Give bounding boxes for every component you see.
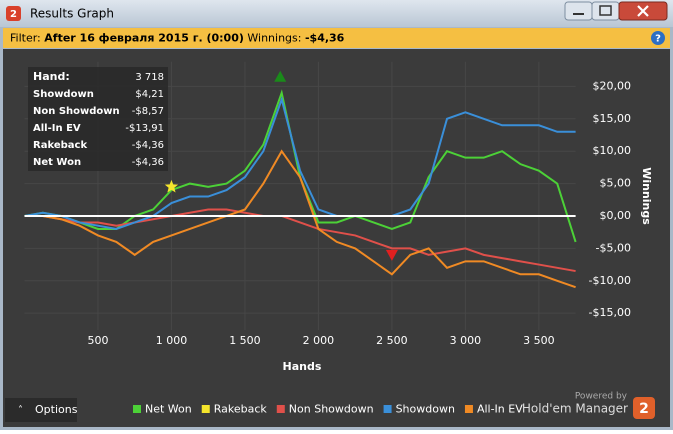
legend-label: Non Showdown — [289, 403, 374, 416]
stat-label: Non Showdown — [33, 106, 120, 117]
filter-label: Filter: — [10, 32, 41, 45]
stat-value: $4,21 — [135, 89, 164, 100]
stats-box: Hand: 3 718 Showdown $4,21 Non Showdown -$8,5… — [28, 67, 168, 171]
x-tick-label: 1 000 — [156, 334, 188, 347]
marker — [274, 70, 287, 82]
y-tick-label: -$15,00 — [589, 306, 631, 319]
stat-label: Net Won — [33, 157, 81, 168]
powered-by: Powered by — [575, 392, 628, 402]
legend-swatch — [133, 405, 141, 413]
x-tick-label: 2 000 — [303, 334, 335, 347]
legend-label: All-In EV — [477, 403, 523, 416]
brand-logo-box — [633, 397, 655, 419]
legend-label: Rakeback — [214, 403, 268, 416]
stat-value: -$4,36 — [132, 140, 164, 151]
x-axis-title: Hands — [283, 360, 322, 373]
title-bar — [0, 0, 673, 27]
marker — [385, 249, 398, 261]
stat-value: -$4,36 — [132, 157, 164, 168]
close-icon — [637, 5, 649, 17]
stat-label: Showdown — [33, 89, 94, 100]
winnings-label: Winnings: — [247, 32, 301, 45]
filter-value: After 16 февраля 2015 г. (0:00) — [44, 32, 244, 45]
maximize-icon — [599, 5, 612, 16]
legend-label: Showdown — [396, 403, 455, 416]
y-axis-title: Winnings — [640, 167, 653, 225]
y-tick-label: -$5,00 — [596, 241, 631, 254]
stat-value: -$13,91 — [125, 123, 164, 134]
maximize-button[interactable] — [591, 1, 620, 21]
stat-label: All-In EV — [33, 123, 81, 134]
stats-background — [28, 67, 168, 171]
x-tick-label: 1 500 — [229, 334, 261, 347]
y-tick-label: $10,00 — [593, 144, 632, 157]
filter-text: Filter: After 16 февраля 2015 г. (0:00) … — [10, 32, 345, 45]
marker — [164, 179, 179, 193]
y-tick-label: -$10,00 — [589, 274, 631, 287]
options-button[interactable] — [5, 398, 77, 422]
stat-value: -$8,57 — [132, 106, 164, 117]
brand-name: Hold'em Manager — [522, 402, 628, 416]
legend-swatch — [464, 405, 473, 413]
stat-label: Rakeback — [33, 140, 87, 151]
x-tick-label: 3 500 — [523, 334, 555, 347]
y-tick-label: $0,00 — [600, 209, 632, 222]
winnings-value: -$4,36 — [305, 32, 345, 45]
y-tick-label: $5,00 — [600, 177, 632, 190]
series-line — [24, 208, 576, 273]
legend-swatch — [276, 405, 285, 413]
brand-logo: 2 — [639, 401, 649, 417]
app-logo: 2 — [10, 9, 17, 20]
stat-value: 3 718 — [135, 72, 164, 83]
series-line — [24, 149, 576, 289]
app-logo-box — [6, 6, 21, 21]
options-label: Options — [35, 403, 78, 416]
x-tick-label: 2 500 — [376, 334, 408, 347]
legend-label: Net Won — [145, 403, 192, 416]
options-caret: ˄ — [18, 404, 23, 416]
stat-label: Hand: — [33, 70, 70, 83]
window-title: Results Graph — [30, 7, 114, 21]
legend-swatch — [201, 405, 210, 413]
help-icon: ? — [655, 34, 661, 45]
y-tick-label: $20,00 — [593, 79, 632, 92]
y-tick-label: $15,00 — [593, 112, 632, 125]
legend-swatch — [383, 405, 392, 413]
minimize-button[interactable] — [564, 1, 593, 21]
filter-bar — [3, 28, 670, 48]
help-button[interactable] — [651, 31, 665, 45]
series-line — [24, 95, 576, 230]
x-tick-label: 500 — [87, 334, 108, 347]
x-tick-label: 3 000 — [450, 334, 482, 347]
